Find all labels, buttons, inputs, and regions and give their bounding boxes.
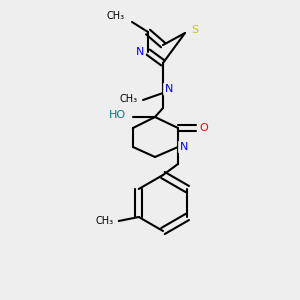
- Text: O: O: [200, 123, 208, 133]
- Text: N: N: [136, 47, 144, 57]
- Text: N: N: [180, 142, 188, 152]
- Text: N: N: [165, 84, 173, 94]
- Text: S: S: [191, 25, 199, 35]
- Text: CH₃: CH₃: [96, 216, 114, 226]
- Text: CH₃: CH₃: [107, 11, 125, 21]
- Text: CH₃: CH₃: [120, 94, 138, 104]
- Text: HO: HO: [108, 110, 126, 120]
